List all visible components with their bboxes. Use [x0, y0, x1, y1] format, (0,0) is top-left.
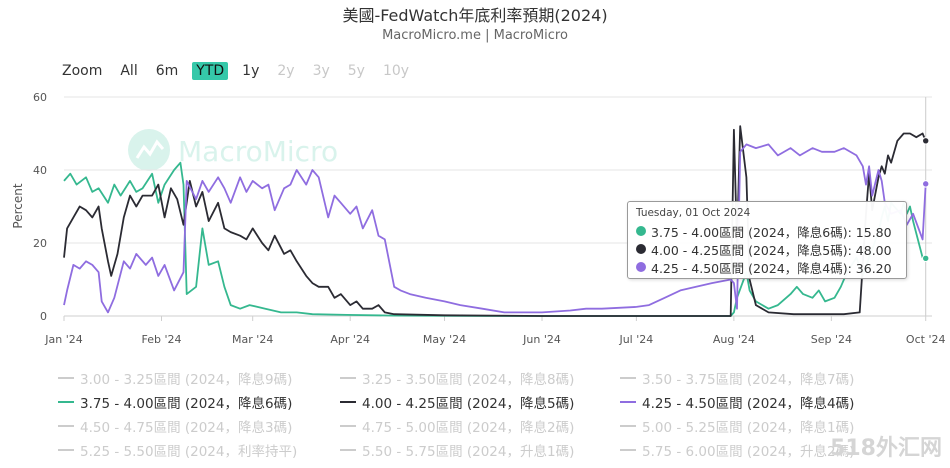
legend-label: 4.75 - 5.00區間 (2024，降息2碼): [362, 420, 575, 436]
x-tick-label: Sep '24: [811, 333, 852, 346]
y-axis-label: Percent: [11, 183, 25, 228]
zoom-label: Zoom: [62, 63, 103, 79]
legend-line-icon: [620, 377, 636, 379]
range-button-1y[interactable]: 1y: [242, 63, 260, 79]
series-dot-icon: [636, 244, 646, 254]
legend-label: 4.25 - 4.50區間 (2024，降息4碼): [642, 396, 855, 412]
x-tick-label: Mar '24: [232, 333, 273, 346]
legend-line-icon: [58, 425, 74, 427]
legend-line-icon: [620, 425, 636, 427]
range-button-6m[interactable]: 6m: [155, 63, 179, 79]
range-button-ytd[interactable]: YTD: [192, 62, 229, 80]
legend-item[interactable]: 4.75 - 5.00區間 (2024，降息2碼): [340, 416, 574, 436]
tooltip-row-text: 3.75 - 4.00區間 (2024，降息6碼): 15.80: [651, 224, 892, 240]
legend-item[interactable]: 5.75 - 6.00區間 (2024，升息2碼): [620, 440, 854, 460]
tooltip-row: 3.75 - 4.00區間 (2024，降息6碼): 15.80: [636, 222, 898, 240]
y-tick-label: 40: [33, 164, 47, 177]
legend-label: 3.25 - 3.50區間 (2024，降息8碼): [362, 372, 575, 388]
watermark-text: MacroMicro: [178, 135, 338, 168]
x-tick-label: Oct '24: [906, 333, 946, 346]
chart-title: 美國-FedWatch年底利率預期(2024): [342, 6, 608, 25]
legend-label: 3.00 - 3.25區間 (2024，降息9碼): [80, 372, 293, 388]
range-button-5y[interactable]: 5y: [347, 63, 365, 79]
legend-label: 5.50 - 5.75區間 (2024，升息1碼): [362, 444, 575, 460]
legend-line-icon: [620, 401, 636, 403]
tooltip: Tuesday, 01 Oct 2024 3.75 - 4.00區間 (2024…: [627, 201, 907, 279]
x-tick-label: Apr '24: [330, 333, 370, 346]
legend-item[interactable]: 4.50 - 4.75區間 (2024，降息3碼): [58, 416, 292, 436]
legend-item[interactable]: 3.50 - 3.75區間 (2024，降息7碼): [620, 368, 854, 388]
legend-label: 3.50 - 3.75區間 (2024，降息7碼): [642, 372, 855, 388]
x-tick-label: Jan '24: [44, 333, 82, 346]
x-tick-label: Jun '24: [522, 333, 561, 346]
legend-label: 3.75 - 4.00區間 (2024，降息6碼): [80, 396, 293, 412]
legend-label: 5.25 - 5.50區間 (2024，利率持平): [80, 444, 298, 460]
legend-item[interactable]: 5.25 - 5.50區間 (2024，利率持平): [58, 440, 297, 460]
range-button-2y[interactable]: 2y: [277, 63, 295, 79]
series-line-2: [63, 125, 929, 317]
corner-watermark: 518外汇网: [830, 436, 942, 461]
x-tick-label: May '24: [423, 333, 466, 346]
legend-item[interactable]: 3.25 - 3.50區間 (2024，降息8碼): [340, 368, 574, 388]
legend-label: 5.75 - 6.00區間 (2024，升息2碼): [642, 444, 855, 460]
tooltip-row: 4.00 - 4.25區間 (2024，降息5碼): 48.00: [636, 240, 898, 258]
hover-point: [922, 137, 930, 145]
legend-line-icon: [340, 449, 356, 451]
range-button-10y[interactable]: 10y: [382, 63, 410, 79]
range-button-all[interactable]: All: [120, 63, 138, 79]
legend-line-icon: [620, 449, 636, 451]
series-line-3: [63, 143, 929, 314]
legend-line-icon: [340, 377, 356, 379]
legend-line-icon: [58, 401, 74, 403]
legend-item[interactable]: 3.75 - 4.00區間 (2024，降息6碼): [58, 392, 292, 412]
legend-item[interactable]: 5.00 - 5.25區間 (2024，降息1碼): [620, 416, 854, 436]
y-tick-label: 20: [33, 237, 47, 250]
series-dot-icon: [636, 262, 646, 272]
watermark-logo-mark: [135, 139, 165, 159]
y-axis: 0 20 40 60: [33, 91, 47, 323]
legend-line-icon: [58, 449, 74, 451]
legend-line-icon: [340, 425, 356, 427]
series-dot-icon: [636, 226, 646, 236]
tooltip-row: 4.25 - 4.50區間 (2024，降息4碼): 36.20: [636, 258, 898, 276]
legend-item[interactable]: 4.25 - 4.50區間 (2024，降息4碼): [620, 392, 854, 412]
x-tick-label: Feb '24: [141, 333, 181, 346]
hover-point: [922, 254, 930, 263]
legend-label: 5.00 - 5.25區間 (2024，降息1碼): [642, 420, 855, 436]
tooltip-date: Tuesday, 01 Oct 2024: [636, 207, 751, 219]
x-tick-label: Aug '24: [713, 333, 755, 346]
y-tick-label: 0: [40, 310, 47, 323]
legend-line-icon: [58, 377, 74, 379]
legend-line-icon: [340, 401, 356, 403]
range-button-3y[interactable]: 3y: [312, 63, 330, 79]
legend-item[interactable]: 4.00 - 4.25區間 (2024，降息5碼): [340, 392, 574, 412]
y-tick-label: 60: [33, 91, 47, 104]
legend-item[interactable]: 3.00 - 3.25區間 (2024，降息9碼): [58, 368, 292, 388]
watermark: MacroMicro: [128, 129, 338, 171]
hover-point: [922, 180, 930, 188]
x-tick-label: Jul '24: [618, 333, 653, 346]
chart-subtitle: MacroMicro.me | MacroMicro: [382, 28, 568, 43]
tooltip-row-text: 4.00 - 4.25區間 (2024，降息5碼): 48.00: [651, 242, 892, 258]
legend-item[interactable]: 5.50 - 5.75區間 (2024，升息1碼): [340, 440, 574, 460]
legend-label: 4.50 - 4.75區間 (2024，降息3碼): [80, 420, 293, 436]
legend-label: 4.00 - 4.25區間 (2024，降息5碼): [362, 396, 575, 412]
watermark-logo-icon: [128, 129, 170, 171]
hover-markers: [922, 137, 930, 263]
x-axis: Jan '24 Feb '24 Mar '24 Apr '24 May '24 Jun '…: [44, 316, 945, 346]
range-selector: Zoom All 6m YTD 1y 2y 3y 5y 10y: [62, 60, 423, 82]
tooltip-row-text: 4.25 - 4.50區間 (2024，降息4碼): 36.20: [651, 260, 892, 276]
